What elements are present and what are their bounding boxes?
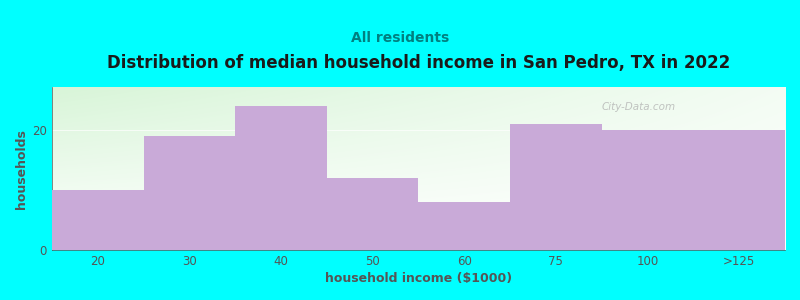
Bar (143, 136, 235, 250)
Bar (418, 202, 510, 250)
Bar (602, 130, 694, 250)
Title: Distribution of median household income in San Pedro, TX in 2022: Distribution of median household income … (107, 54, 730, 72)
Bar (694, 130, 785, 250)
Bar (235, 106, 327, 250)
X-axis label: household income ($1000): household income ($1000) (325, 272, 512, 285)
Bar (510, 124, 602, 250)
Text: All residents: All residents (351, 31, 449, 44)
Bar (52, 190, 143, 250)
Text: City-Data.com: City-Data.com (602, 102, 675, 112)
Bar (327, 178, 418, 250)
Y-axis label: households: households (15, 129, 28, 208)
